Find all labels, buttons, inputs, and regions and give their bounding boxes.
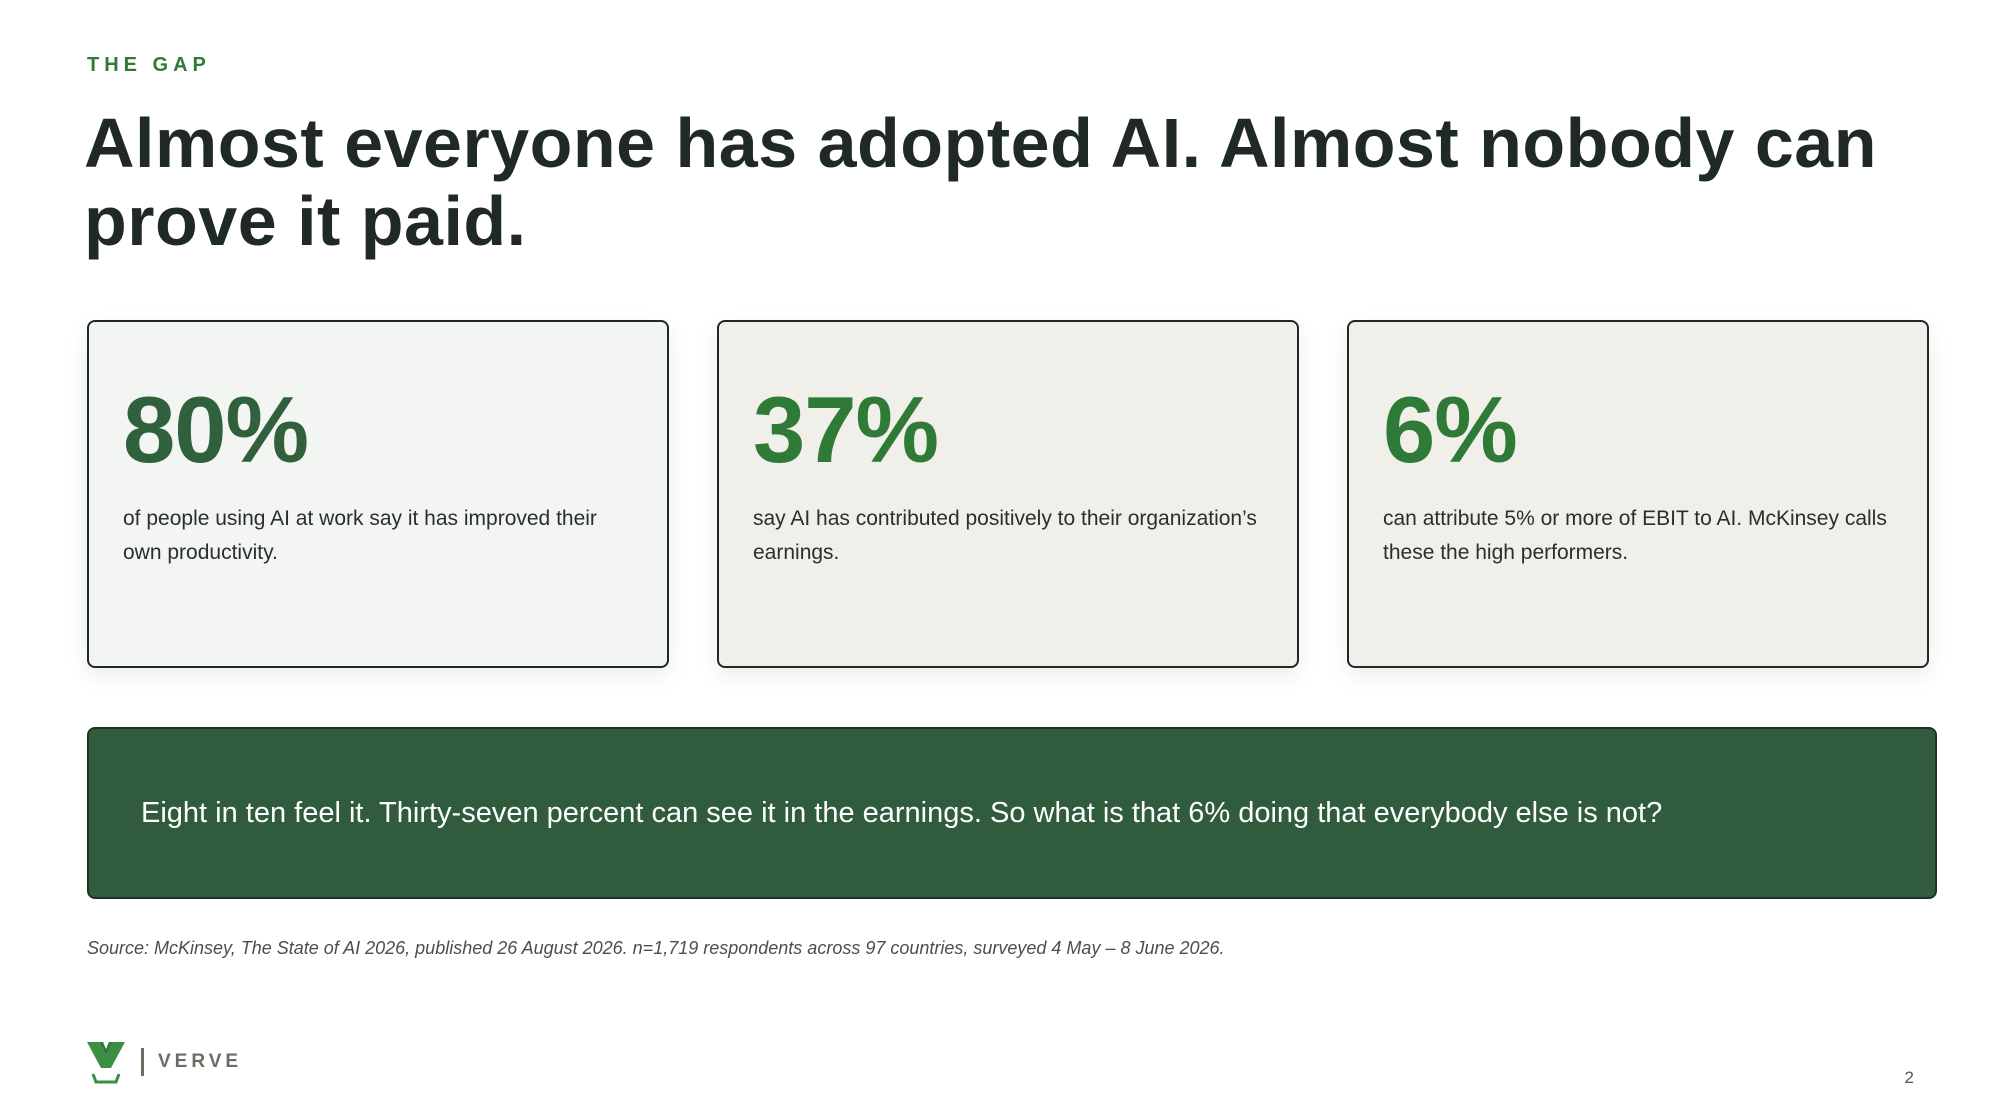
stat-description: say AI has contributed positively to the…: [753, 507, 1257, 564]
stat-value: 6%: [1383, 377, 1518, 482]
section-eyebrow: THE GAP: [87, 54, 211, 76]
callout-banner: Eight in ten feel it. Thirty-seven perce…: [87, 727, 1937, 899]
stat-description: can attribute 5% or more of EBIT to AI. …: [1383, 507, 1887, 564]
verve-v-logo-icon: [87, 1042, 125, 1084]
stat-cards: 80% of people using AI at work say it ha…: [87, 320, 1929, 668]
brand-divider: [141, 1048, 144, 1076]
brand-name: VERVE: [158, 1051, 243, 1072]
stat-card-productivity: 80% of people using AI at work say it ha…: [87, 320, 669, 668]
stat-card-high-performers: 6% can attribute 5% or more of EBIT to A…: [1347, 320, 1929, 668]
stat-value: 80%: [123, 377, 309, 482]
stat-card-earnings: 37% say AI has contributed positively to…: [717, 320, 1299, 668]
brand-footer: VERVE: [87, 1040, 242, 1084]
callout-text: Eight in ten feel it. Thirty-seven perce…: [141, 797, 1663, 829]
page-number: 2: [1904, 1068, 1914, 1087]
slide-title: Almost everyone has adopted AI. Almost n…: [84, 104, 1877, 260]
stat-description: of people using AI at work say it has im…: [123, 507, 597, 564]
source-footnote: Source: McKinsey, The State of AI 2026, …: [87, 938, 1225, 958]
stat-value: 37%: [753, 377, 939, 482]
